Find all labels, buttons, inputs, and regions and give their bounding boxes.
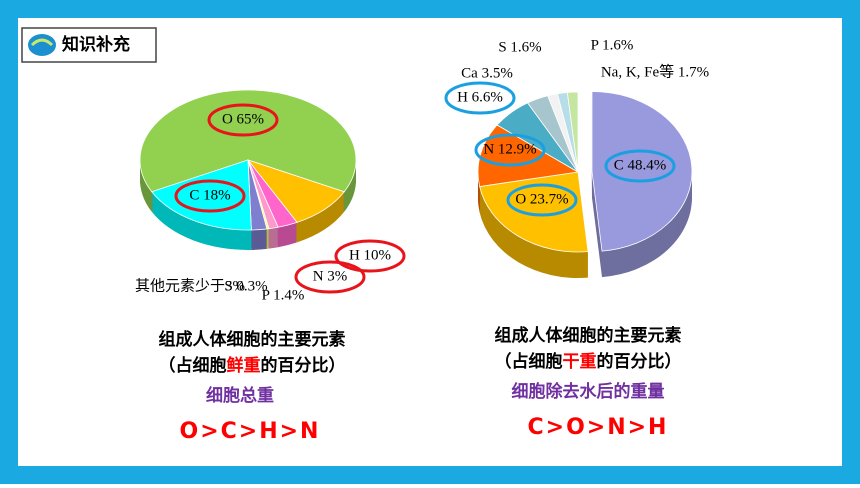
highlight-ring	[294, 260, 366, 294]
slice-label: S 0.3%	[224, 278, 267, 294]
caption-title: 组成人体细胞的主要元素	[159, 329, 346, 350]
slice-label: Na, K, Fe等 1.7%	[601, 62, 709, 80]
highlight-ring	[506, 183, 578, 217]
highlight-ring	[334, 239, 406, 273]
caption-part: 的百分比）	[261, 355, 346, 376]
caption-subtitle: （占细胞鲜重的百分比）	[159, 355, 346, 376]
caption-title: 组成人体细胞的主要元素	[495, 325, 682, 346]
slice	[477, 124, 580, 187]
caption-part: 的百分比）	[597, 351, 682, 372]
slice-label: C 18%	[189, 187, 230, 203]
caption-part: （占细胞	[495, 351, 563, 372]
caption-part: （占细胞	[159, 355, 227, 376]
order: O>C>H>N	[180, 419, 321, 444]
slice-label: Ca 3.5%	[461, 65, 513, 81]
slice-label: 其他元素少于3%	[135, 277, 245, 294]
caption-emphasis: 干重	[563, 351, 597, 372]
slice-label: O 23.7%	[515, 191, 568, 207]
slice-label: N 12.9%	[483, 141, 536, 157]
slice	[591, 91, 693, 252]
slice-label: P 1.6%	[591, 37, 634, 53]
header-icon	[28, 34, 56, 56]
caption-subtitle: （占细胞干重的百分比）	[495, 351, 682, 372]
slice	[566, 91, 579, 173]
slice-label: O 65%	[222, 111, 264, 127]
note: 细胞除去水后的重量	[512, 381, 665, 402]
slice-label: C 48.4%	[614, 157, 667, 173]
slice-label: H 10%	[349, 247, 391, 263]
order: C>O>N>H	[528, 415, 669, 440]
canvas	[18, 18, 842, 466]
header-icon-swoosh	[30, 38, 54, 47]
header-title: 知识补充	[61, 34, 130, 55]
slice-label: H 6.6%	[457, 89, 503, 105]
slice-label: N 3%	[313, 268, 348, 284]
caption-emphasis: 鲜重	[227, 355, 261, 376]
highlight-ring	[174, 179, 246, 213]
highlight-ring	[604, 149, 676, 183]
highlight-ring	[474, 133, 546, 167]
slice-label: S 1.6%	[498, 39, 541, 55]
highlight-ring	[207, 103, 279, 137]
slice	[139, 89, 357, 193]
note: 细胞总重	[206, 385, 274, 406]
slice	[151, 159, 252, 231]
slice-label: P 1.4%	[262, 287, 305, 303]
highlight-ring	[444, 81, 516, 115]
slice	[479, 171, 589, 253]
